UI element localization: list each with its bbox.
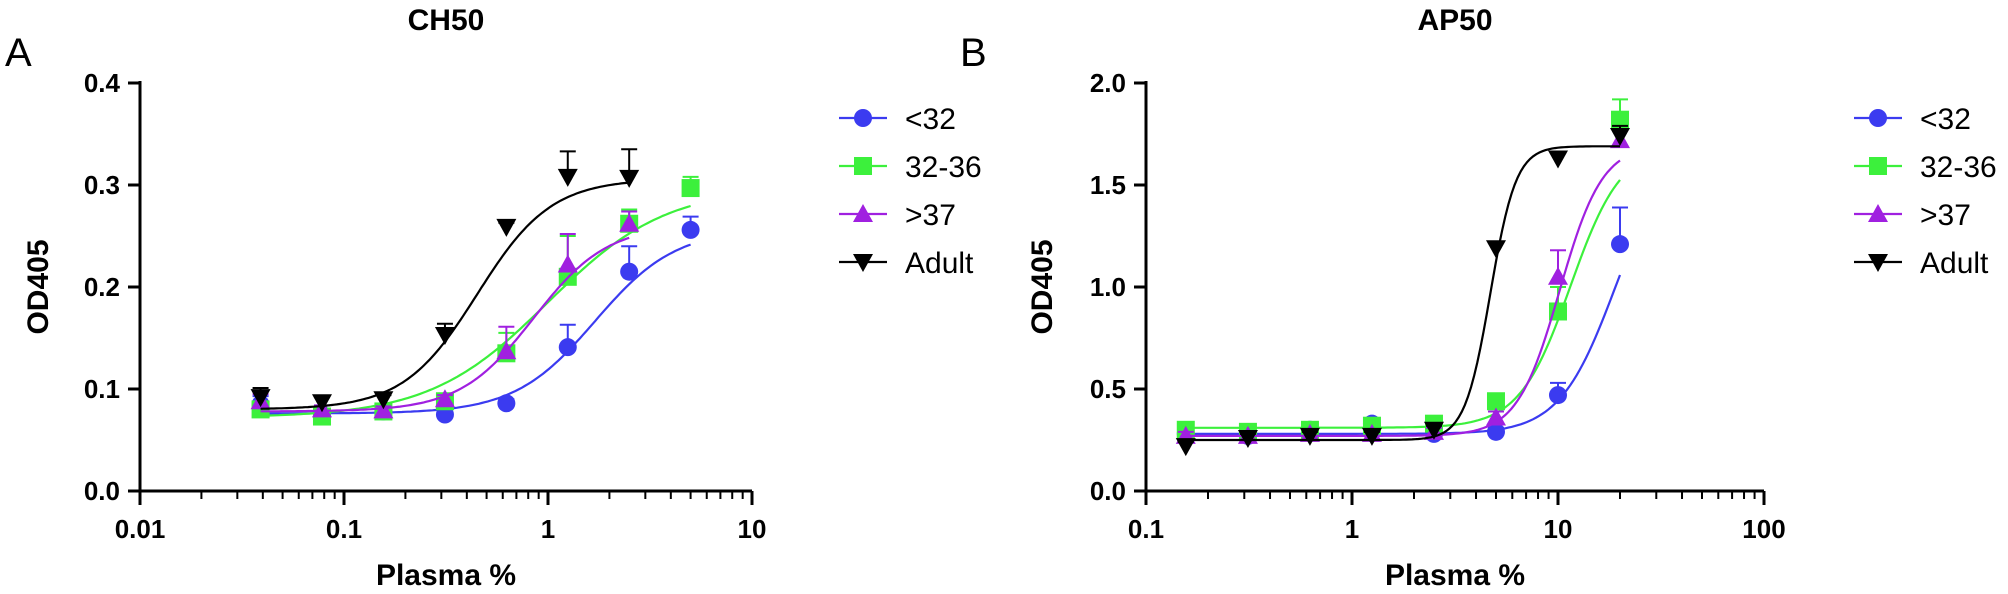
- legend-label: <32: [1920, 103, 1971, 136]
- x-tick-label: 10: [738, 514, 767, 544]
- x-axis-label: Plasma %: [1385, 559, 1525, 592]
- x-tick-label: 0.1: [1128, 514, 1164, 544]
- fit-curve: [260, 243, 691, 415]
- data-point: [557, 168, 578, 187]
- legend-label: >37: [1920, 199, 1971, 232]
- chart-title: CH50: [408, 4, 485, 37]
- legend-marker: [1869, 157, 1887, 175]
- x-tick-label: 1: [1345, 514, 1359, 544]
- legend-label: >37: [905, 199, 956, 232]
- data-point: [619, 169, 640, 188]
- series-32-36: [251, 175, 700, 426]
- data-point: [434, 389, 455, 408]
- data-point: [373, 391, 394, 410]
- data-point: [1485, 407, 1506, 426]
- y-axis-label: OD405: [1026, 239, 1059, 334]
- data-point: [1175, 438, 1196, 457]
- fit-curve: [1185, 179, 1621, 429]
- legend-label: Adult: [905, 247, 974, 280]
- legend-label: <32: [905, 103, 956, 136]
- panel-label: A: [5, 31, 32, 75]
- data-point: [1423, 421, 1444, 440]
- y-tick-label: 0.0: [84, 476, 120, 506]
- legend-marker: [853, 204, 873, 222]
- data-point: [250, 389, 271, 408]
- data-point: [1611, 235, 1630, 254]
- data-point: [558, 338, 577, 357]
- series-adult: [250, 148, 640, 413]
- data-point: [434, 326, 455, 345]
- y-tick-label: 0.2: [84, 272, 120, 302]
- data-point: [497, 394, 516, 413]
- x-tick-label: 0.1: [326, 514, 362, 544]
- panel-label: B: [960, 31, 987, 75]
- x-tick-label: 0.01: [115, 514, 166, 544]
- series--32: [1176, 206, 1630, 445]
- data-point: [1486, 422, 1505, 441]
- data-point: [1299, 427, 1320, 446]
- data-point: [1361, 427, 1382, 446]
- data-point: [1549, 386, 1567, 405]
- fit-curve: [260, 181, 630, 410]
- data-point: [373, 400, 394, 419]
- y-axis-label: OD405: [22, 239, 55, 334]
- legend-marker: [1868, 204, 1888, 222]
- fit-curve: [260, 204, 691, 417]
- y-tick-label: 2.0: [1090, 68, 1126, 98]
- series--37: [250, 210, 640, 419]
- y-tick-label: 0.4: [84, 68, 121, 98]
- fit-curve: [1185, 274, 1622, 435]
- x-tick-label: 10: [1544, 514, 1573, 544]
- chart-title: AP50: [1417, 4, 1492, 37]
- data-point: [557, 254, 578, 273]
- data-point: [1485, 240, 1506, 259]
- data-point: [681, 220, 700, 239]
- x-axis-label: Plasma %: [376, 559, 516, 592]
- legend-marker: [853, 254, 873, 272]
- y-tick-label: 1.0: [1090, 272, 1126, 302]
- legend-label: Adult: [1920, 247, 1989, 280]
- data-point: [1610, 128, 1631, 147]
- data-point: [496, 218, 517, 237]
- legend-label: 32-36: [1920, 151, 1997, 184]
- legend-marker: [854, 109, 872, 127]
- data-point: [1549, 302, 1567, 321]
- data-point: [496, 341, 517, 360]
- y-tick-label: 0.1: [84, 374, 120, 404]
- series--32: [251, 215, 700, 424]
- legend-marker: [854, 157, 872, 175]
- legend-marker: [1869, 109, 1887, 127]
- y-tick-label: 1.5: [1090, 170, 1126, 200]
- fit-curve: [1185, 159, 1621, 437]
- data-point: [311, 394, 332, 413]
- x-tick-label: 1: [541, 514, 555, 544]
- y-tick-label: 0.0: [1090, 476, 1126, 506]
- data-point: [1611, 110, 1630, 129]
- data-point: [681, 179, 700, 198]
- legend-marker: [1868, 254, 1888, 272]
- data-point: [1486, 392, 1505, 411]
- legend-label: 32-36: [905, 151, 982, 184]
- data-point: [1548, 266, 1568, 285]
- fit-curve: [1185, 145, 1620, 442]
- data-point: [619, 213, 640, 232]
- chart-panel-a: CH50 A Plasma % OD405 0.0 0.1 0.2 0.3 0.4 0.01 0.1…: [5, 4, 982, 592]
- y-tick-label: 0.3: [84, 170, 120, 200]
- data-point: [620, 262, 639, 281]
- x-tick-label: 100: [1742, 514, 1785, 544]
- y-tick-label: 0.5: [1090, 374, 1126, 404]
- chart-panel-b: AP50 B Plasma % OD405 0.0 0.5 1.0 1.5 2.0 0.1 1 10 1…: [960, 4, 1997, 592]
- data-point: [1548, 150, 1568, 169]
- series-adult: [1175, 124, 1631, 457]
- data-point: [1237, 429, 1258, 448]
